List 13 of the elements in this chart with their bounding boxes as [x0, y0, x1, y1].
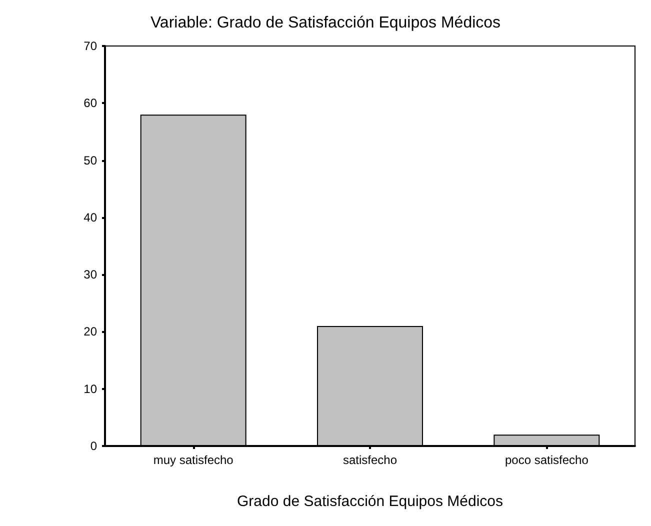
- y-tick-label: 50: [84, 153, 98, 168]
- y-tick-label: 10: [84, 382, 98, 396]
- x-tick-label: poco satisfecho: [504, 453, 589, 467]
- chart-title: Variable: Grado de Satisfacción Equipos Médicos: [150, 14, 501, 32]
- y-tick-label: 30: [84, 268, 98, 282]
- x-tick-label: satisfecho: [342, 453, 398, 467]
- y-tick-label: 20: [84, 324, 98, 339]
- y-tick-label: 70: [84, 39, 98, 53]
- x-tick-label: muy satisfecho: [153, 453, 234, 467]
- y-tick-label: 40: [84, 210, 98, 224]
- x-axis-title: Grado de Satisfacción Equipos Médicos: [237, 493, 503, 510]
- y-tick-label: 0: [90, 439, 98, 453]
- y-tick-label: 60: [84, 96, 98, 110]
